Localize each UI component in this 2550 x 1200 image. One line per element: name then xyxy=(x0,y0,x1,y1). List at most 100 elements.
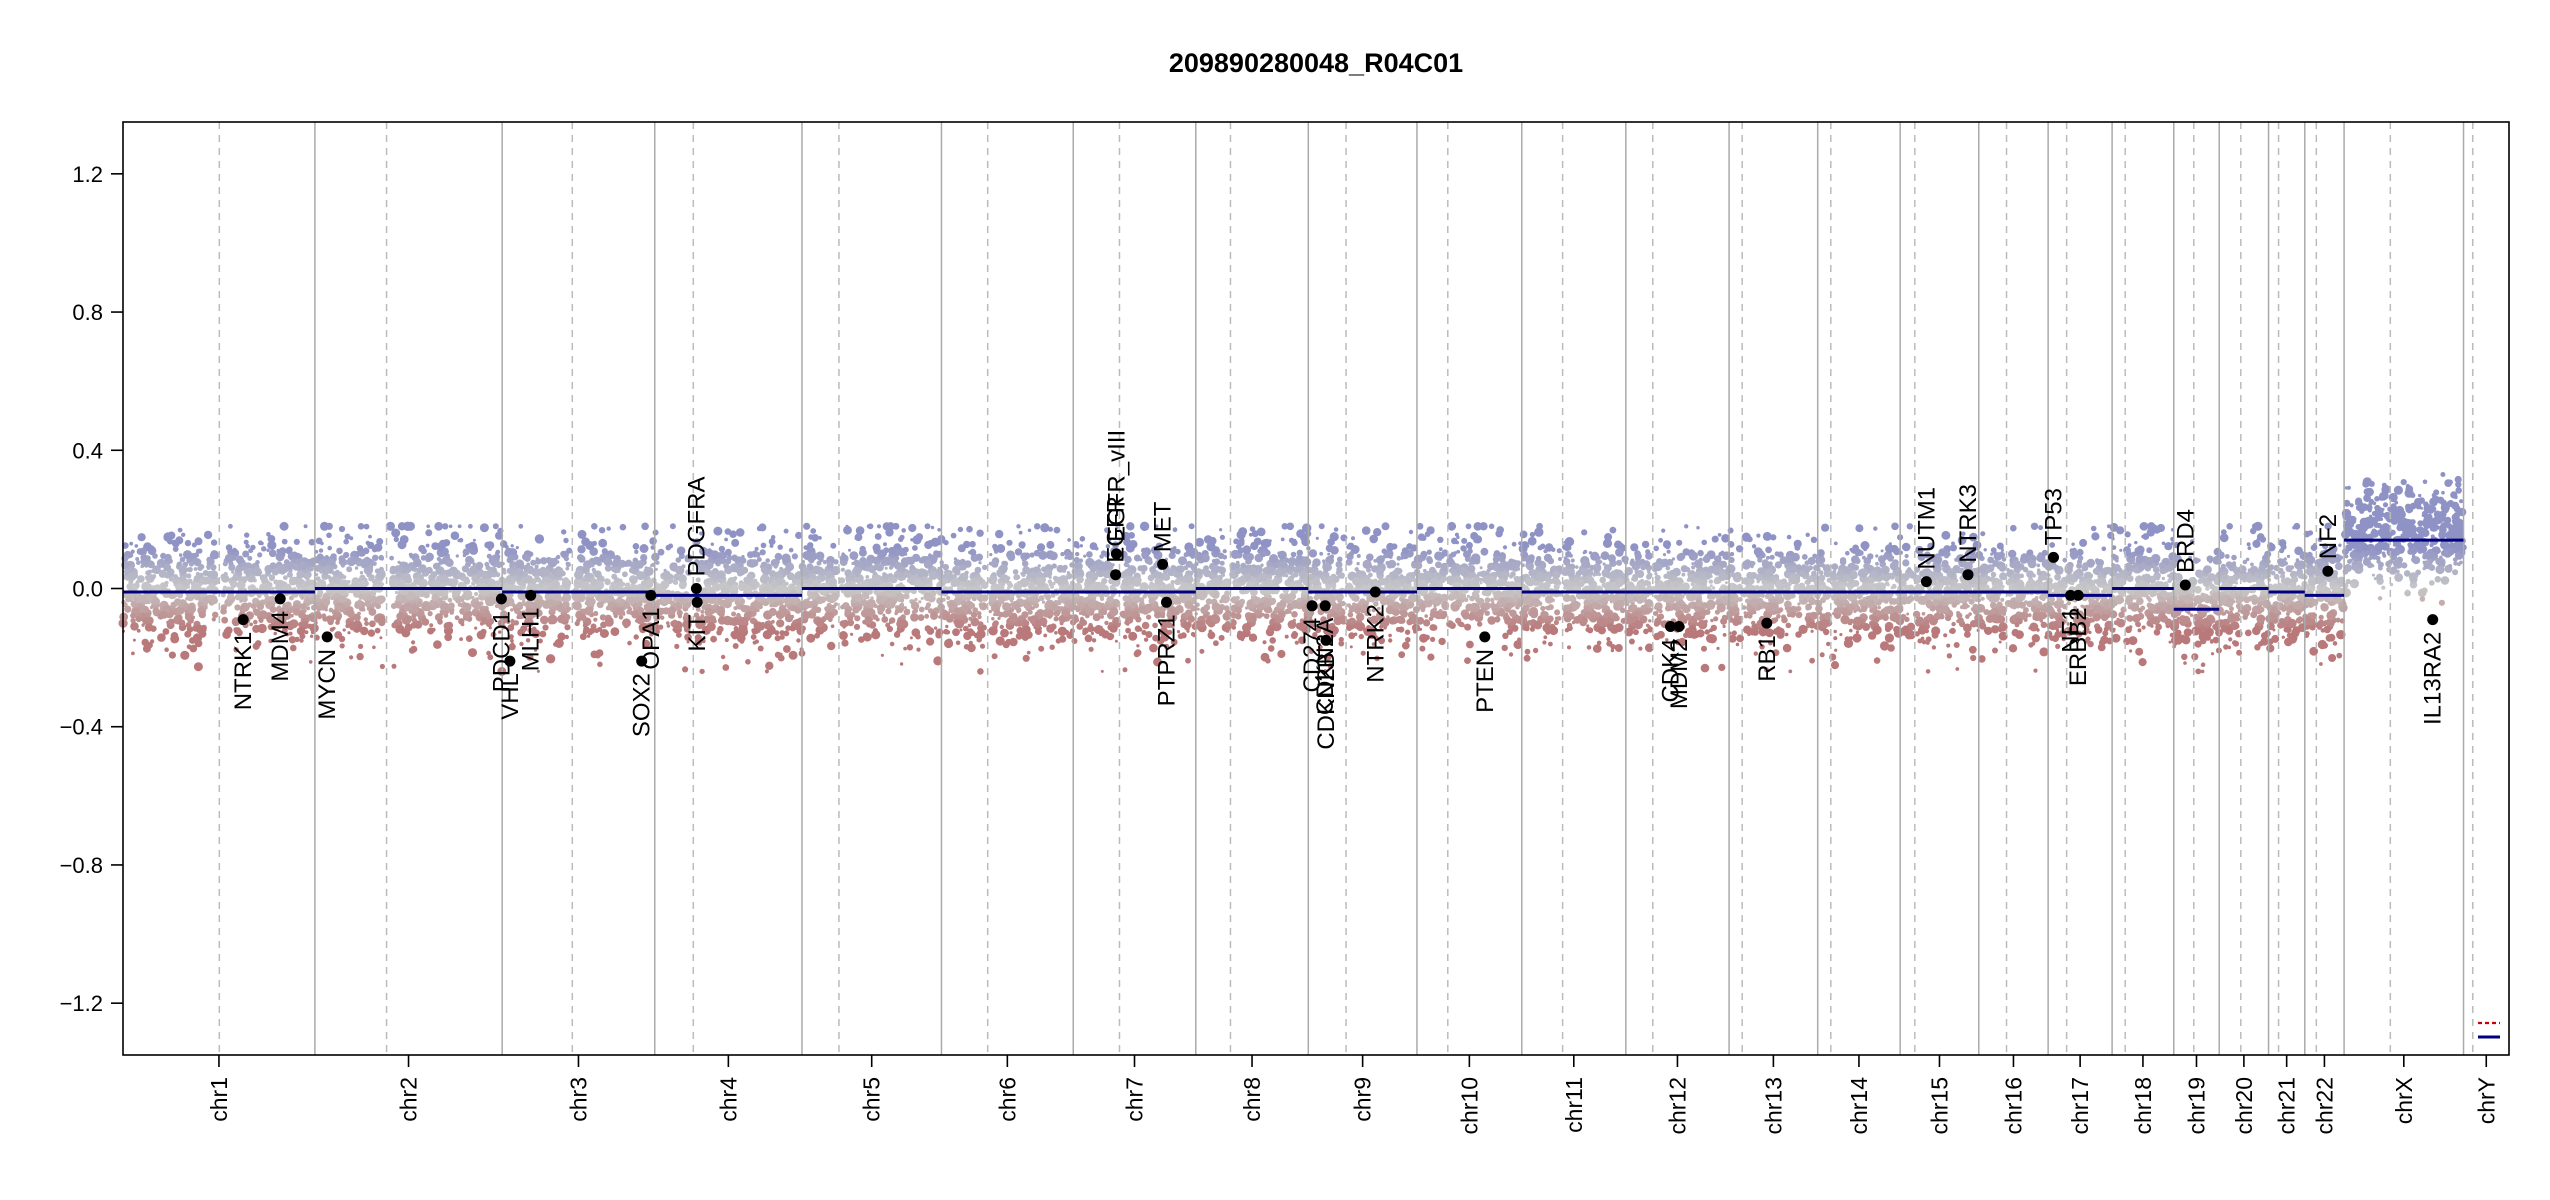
probe-point xyxy=(629,575,638,585)
probe-point xyxy=(800,625,806,632)
probe-point xyxy=(341,579,349,587)
probe-point xyxy=(168,577,174,582)
probe-point xyxy=(1203,569,1211,578)
probe-point xyxy=(969,540,976,548)
probe-point xyxy=(924,523,931,530)
probe-point xyxy=(881,616,889,623)
probe-point xyxy=(550,579,561,589)
probe-point xyxy=(1000,628,1009,638)
probe-point xyxy=(1099,625,1103,630)
probe-point xyxy=(774,630,780,636)
probe-point xyxy=(145,613,151,618)
probe-point xyxy=(817,555,823,561)
probe-point xyxy=(546,599,556,608)
probe-point xyxy=(666,624,671,628)
probe-point xyxy=(906,644,914,651)
probe-point xyxy=(561,529,567,535)
probe-point xyxy=(457,538,462,543)
probe-point xyxy=(842,634,847,639)
probe-point xyxy=(982,564,988,571)
probe-point xyxy=(329,627,335,632)
probe-point xyxy=(865,602,870,607)
probe-point xyxy=(767,620,771,624)
probe-point xyxy=(224,553,234,563)
probe-point xyxy=(162,607,166,612)
probe-point xyxy=(1259,550,1267,558)
probe-point xyxy=(211,597,218,605)
probe-point xyxy=(150,574,156,580)
probe-point xyxy=(1188,576,1194,583)
probe-point xyxy=(308,565,314,572)
probe-point xyxy=(710,542,714,546)
probe-point xyxy=(618,615,624,620)
probe-point xyxy=(606,526,611,531)
probe-point xyxy=(904,552,908,556)
probe-point xyxy=(920,590,926,595)
probe-point xyxy=(1037,564,1041,568)
probe-point xyxy=(1267,624,1275,632)
probe-point xyxy=(941,597,946,602)
probe-point xyxy=(759,549,766,556)
probe-point xyxy=(167,558,173,564)
probe-point xyxy=(553,642,558,647)
probe-point xyxy=(158,569,167,578)
probe-point xyxy=(514,553,518,557)
probe-point xyxy=(606,605,610,610)
probe-point xyxy=(750,634,757,640)
probe-point xyxy=(307,580,313,587)
probe-point xyxy=(1276,616,1281,620)
probe-point xyxy=(806,633,816,643)
probe-point xyxy=(178,553,183,557)
probe-point xyxy=(702,599,709,606)
probe-point xyxy=(1282,596,1287,601)
probe-point xyxy=(553,593,562,602)
probe-point xyxy=(783,645,791,653)
probe-point xyxy=(207,557,215,566)
probe-point xyxy=(808,591,815,598)
probe-point xyxy=(456,571,462,577)
probe-point xyxy=(1224,592,1230,597)
probe-point xyxy=(720,654,726,660)
probe-point xyxy=(735,528,745,537)
probe-point xyxy=(309,634,314,638)
probe-point xyxy=(360,558,370,568)
probe-point xyxy=(1125,627,1131,634)
probe-point xyxy=(1049,551,1058,561)
probe-point xyxy=(641,580,647,586)
probe-point xyxy=(850,599,854,604)
probe-point xyxy=(1039,545,1045,551)
probe-point xyxy=(830,624,835,628)
probe-point xyxy=(1136,644,1140,648)
probe-point xyxy=(564,624,571,631)
probe-point xyxy=(896,619,906,629)
probe-point xyxy=(627,640,632,646)
probe-point xyxy=(396,612,405,621)
probe-point xyxy=(733,628,740,634)
probe-point xyxy=(142,644,151,653)
probe-point xyxy=(342,628,346,632)
probe-point xyxy=(173,598,182,606)
probe-point xyxy=(135,580,140,585)
probe-point xyxy=(365,600,372,607)
probe-point xyxy=(771,619,775,624)
probe-point xyxy=(391,528,401,538)
probe-point xyxy=(394,590,399,595)
probe-point xyxy=(1050,603,1059,612)
probe-point xyxy=(197,548,203,554)
probe-point xyxy=(710,635,717,643)
probe-point xyxy=(261,577,269,585)
probe-point xyxy=(465,635,473,642)
probe-point xyxy=(937,528,941,532)
probe-point xyxy=(785,625,791,631)
probe-point xyxy=(132,638,136,642)
probe-point xyxy=(891,579,895,583)
probe-point xyxy=(909,599,914,604)
probe-point xyxy=(1087,599,1096,608)
probe-point xyxy=(434,521,444,531)
probe-point xyxy=(953,569,958,574)
probe-point xyxy=(389,555,394,561)
probe-point xyxy=(315,594,321,600)
probe-point xyxy=(880,595,886,601)
probe-point xyxy=(952,628,960,637)
probe-point xyxy=(188,561,194,567)
